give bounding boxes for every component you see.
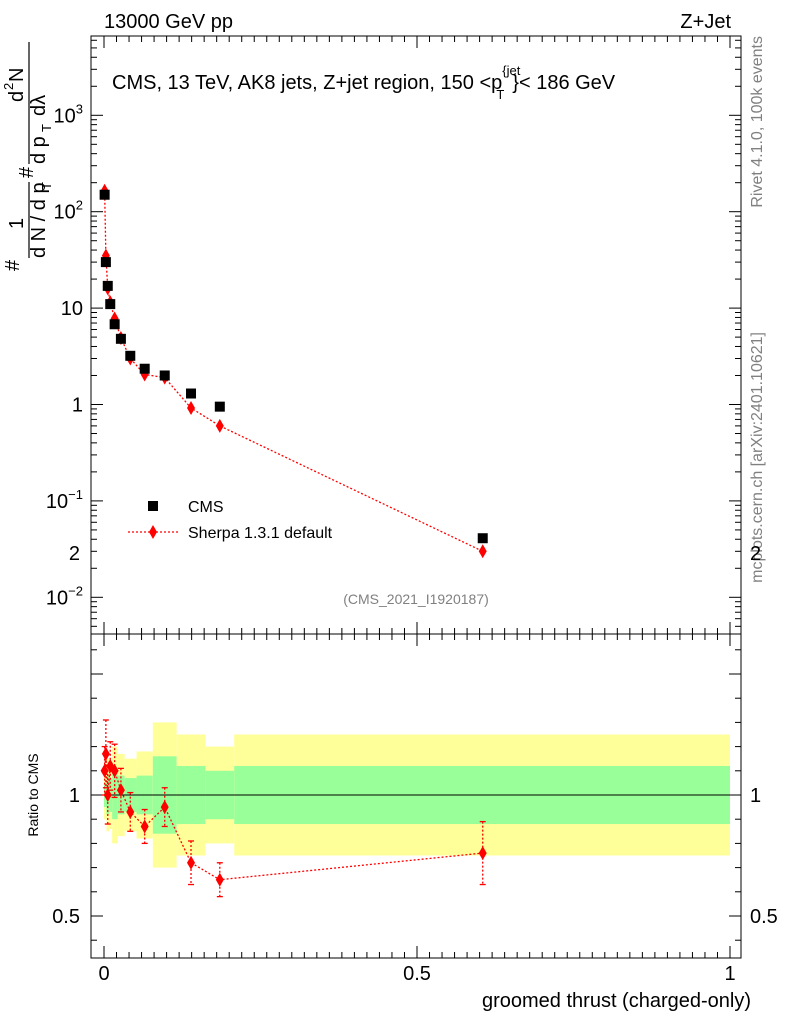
ratio-mc-point (126, 804, 135, 819)
data-point (109, 319, 120, 330)
ylabel-dn-dpt: d N / d p (28, 182, 50, 258)
ratio-panel: 0.5 0.5 1 1 2 2 0 0.5 1 Ratio to CMS groomed thr… (25, 543, 778, 1012)
data-point (139, 363, 150, 374)
ylabel-d: d (6, 91, 28, 102)
ratio-mc-point (187, 855, 196, 870)
data-point (99, 189, 110, 200)
analysis-tag: (CMS_2021_I1920187) (343, 591, 489, 607)
ylabel-dlambda: dλ (28, 95, 50, 116)
x-tick-label: 0 (98, 963, 109, 985)
ratio-y-tick-label-left: 0.5 (52, 906, 80, 928)
header-energy: 13000 GeV pp (104, 11, 233, 33)
mc-series (100, 183, 487, 559)
legend-mc-label: Sherpa 1.3.1 default (188, 525, 333, 542)
main-y-tick-exp: 2 (76, 198, 83, 213)
data-point (105, 299, 116, 310)
plot-title-sup: {jet (502, 63, 520, 78)
x-tick-label: 0.5 (403, 963, 431, 985)
data-point (159, 370, 170, 381)
ylabel-n: N (6, 68, 28, 82)
main-y-tick-label: 103 (54, 101, 83, 127)
data-series (99, 189, 488, 544)
ratio-mc-line (103, 753, 483, 881)
main-y-tick-base: 10 (46, 587, 68, 609)
main-y-tick-base: 10 (54, 105, 76, 127)
data-point (102, 280, 113, 291)
mc-point (101, 248, 110, 263)
ylabel-t-sub-2: T (39, 124, 54, 132)
ratio-mc-point (160, 800, 169, 815)
ratio-y-tick-label-right: 0.5 (750, 906, 778, 928)
legend: CMS Sherpa 1.3.1 default (128, 499, 333, 542)
data-point (214, 401, 225, 412)
ylabel-dpt: d p (28, 136, 50, 164)
ratio-mc-point (101, 746, 110, 761)
legend-mc-marker (149, 525, 157, 539)
main-y-tick-label: 10 (61, 298, 83, 320)
plot-title-tail: }< 186 GeV (512, 72, 616, 94)
legend-cms-label: CMS (188, 499, 224, 516)
data-point (125, 350, 136, 361)
ratio-y-axis-label: Ratio to CMS (25, 753, 41, 836)
main-y-tick-exp: −1 (68, 487, 83, 502)
ylabel-one: 1 (6, 218, 28, 229)
main-y-tick-label: 10−2 (46, 583, 83, 609)
ratio-y-tick-label-right: 2 (750, 543, 761, 565)
ratio-mc-point (215, 872, 224, 887)
data-point (477, 533, 488, 544)
main-y-tick-label: 102 (54, 198, 83, 224)
ratio-mc-point (103, 788, 112, 802)
ratio-tick-labels: 0.5 0.5 1 1 2 2 0 0.5 1 (52, 543, 778, 985)
ylabel-hash-2: # (16, 166, 38, 178)
mc-point (478, 544, 487, 559)
ratio-mc-point (110, 763, 119, 778)
main-y-tick-base: 1 (72, 395, 83, 417)
ratio-y-tick-label-left: 2 (69, 543, 80, 565)
main-axis-ticks (91, 36, 741, 634)
ratio-mc-point (116, 783, 125, 798)
main-y-axis-label: # 1 d N / d p T # d 2 N d p T dλ (1, 42, 54, 271)
plot-title-sub: T (496, 87, 504, 102)
plot-title: CMS, 13 TeV, AK8 jets, Z+jet region, 150… (112, 63, 616, 102)
mcplots-label: mcplots.cern.ch [arXiv:2401.10621] (749, 332, 766, 583)
ylabel-two: 2 (1, 83, 16, 90)
ratio-mc-point (140, 819, 149, 834)
ratio-y-tick-label-right: 1 (750, 785, 761, 807)
ratio-mc-series (100, 719, 487, 898)
ratio-mc-point (100, 763, 109, 778)
ylabel-t-sub-1: T (39, 182, 54, 190)
ratio-y-tick-label-left: 1 (69, 785, 80, 807)
data-point (115, 333, 126, 344)
ratio-axis-ticks (91, 634, 741, 958)
plot-title-main: CMS, 13 TeV, AK8 jets, Z+jet region, 150… (112, 72, 502, 94)
x-axis-label: groomed thrust (charged-only) (482, 990, 751, 1012)
mc-point (187, 400, 196, 415)
ylabel-hash-1: # (2, 259, 24, 271)
data-point (186, 388, 197, 399)
main-y-tick-base: 10 (54, 202, 76, 224)
main-y-tick-base: 10 (61, 298, 83, 320)
legend-cms-marker (148, 501, 158, 511)
main-y-tick-exp: 3 (76, 101, 83, 116)
main-y-tick-base: 10 (46, 491, 68, 513)
main-y-tick-label: 10−1 (46, 487, 83, 513)
rivet-version-label: Rivet 4.1.0, 100k events (749, 36, 766, 208)
ratio-mc-point (478, 846, 487, 861)
main-frame (90, 35, 742, 635)
main-y-tick-exp: −2 (68, 583, 83, 598)
main-y-tick-label: 1 (72, 395, 83, 417)
header-process: Z+Jet (680, 11, 731, 33)
mc-point (215, 418, 224, 433)
ratio-frame (90, 633, 742, 959)
x-tick-label: 1 (724, 963, 735, 985)
data-point (100, 257, 111, 268)
